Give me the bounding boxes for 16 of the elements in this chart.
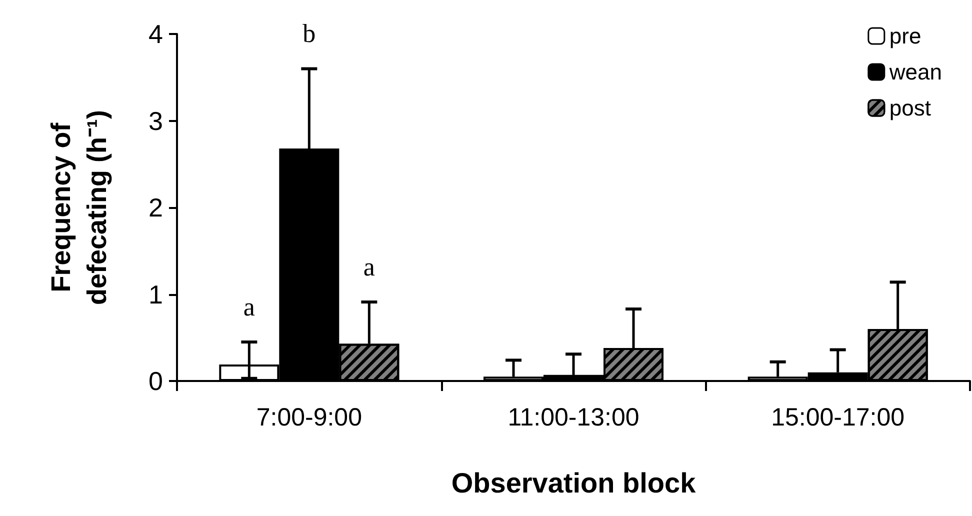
legend-label: pre — [889, 24, 922, 48]
y-tick-label: 2 — [148, 192, 163, 222]
y-tick-label: 1 — [148, 279, 163, 310]
annotation: b — [302, 19, 316, 48]
y-tick-label: 3 — [148, 106, 163, 136]
x-axis-title: Observation block — [451, 468, 696, 498]
x-tick-label: 15:00-17:00 — [771, 404, 905, 432]
y-tick-label: 0 — [148, 366, 163, 396]
x-tick-label: 11:00-13:00 — [508, 404, 640, 432]
legend-label: post — [889, 96, 931, 120]
annotation: a — [363, 252, 376, 282]
x-tick-label: 7:00-9:00 — [256, 404, 362, 432]
legend-label: wean — [888, 60, 942, 84]
y-tick-label: 4 — [148, 19, 163, 49]
annotation: a — [243, 292, 256, 322]
y-axis-title: Frequency of defecating (h⁻¹) — [46, 110, 112, 305]
